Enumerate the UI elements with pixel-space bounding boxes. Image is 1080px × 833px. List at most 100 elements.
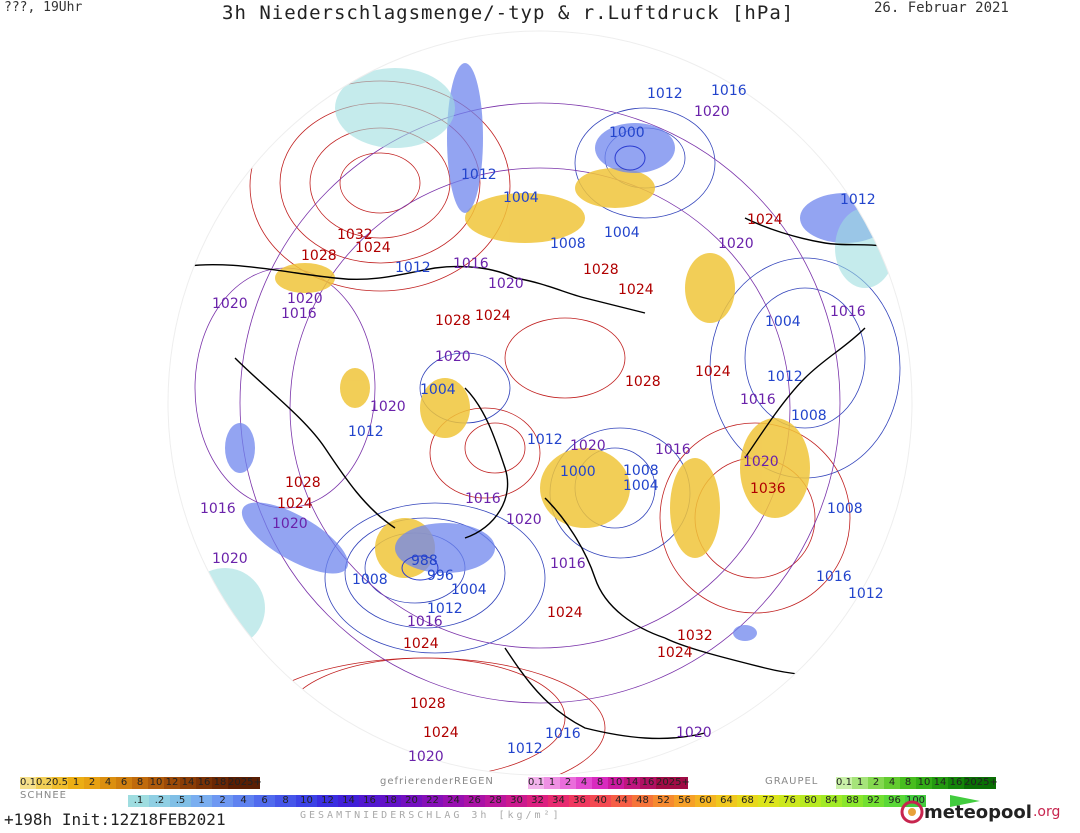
isobar-label: 1028	[625, 374, 661, 390]
isobar-label: 1004	[503, 190, 539, 206]
isobar-label: 1004	[623, 478, 659, 494]
legend-swatch: 4	[884, 777, 900, 789]
isobar-label: 1004	[451, 582, 487, 598]
legend-swatch: 26	[464, 795, 485, 807]
legend-swatch: 48	[632, 795, 653, 807]
isobar-label: 1008	[623, 463, 659, 479]
legend-swatch: 1	[191, 795, 212, 807]
isobar-label: 1012	[767, 369, 803, 385]
legend-swatch: 0.2	[36, 777, 52, 789]
isobar-label: 1008	[550, 236, 586, 252]
legend-swatch: 4	[576, 777, 592, 789]
legend-swatch: 8	[900, 777, 916, 789]
isobar-label: 1016	[453, 256, 489, 272]
legend-swatch: 8	[132, 777, 148, 789]
legend-swatch: 2025+	[964, 777, 998, 789]
legend-swatch: 30	[506, 795, 527, 807]
isobar-label: 1012	[507, 741, 543, 757]
isobar-label: 1016	[550, 556, 586, 572]
isobar-label: 1024	[618, 282, 654, 298]
legend-swatch: 20	[401, 795, 422, 807]
legend-swatch: 52	[653, 795, 674, 807]
isobar-label: 1016	[407, 614, 443, 630]
isobar-label: 1016	[465, 491, 501, 507]
isobar-label: 1028	[285, 475, 321, 491]
isobar-label: 1028	[435, 313, 471, 329]
legend-swatch: 60	[695, 795, 716, 807]
legend-swatch: 10	[608, 777, 624, 789]
isobar-label: 1012	[348, 424, 384, 440]
legend-swatch: 14	[338, 795, 359, 807]
legend-swatch: 6	[116, 777, 132, 789]
freezing-rain-legend-title: gefrierenderREGEN	[380, 776, 494, 787]
isobar-label: 1016	[545, 726, 581, 742]
isobar-label: 1024	[695, 364, 731, 380]
isobar-label: 1016	[830, 304, 866, 320]
isobar-label: 1024	[277, 496, 313, 512]
legend-swatch: .2	[149, 795, 170, 807]
isobar-label: 1020	[694, 104, 730, 120]
snow-areas	[275, 168, 810, 578]
legend-swatch: 34	[548, 795, 569, 807]
legend-swatch: 56	[674, 795, 695, 807]
legend-swatch: 2	[84, 777, 100, 789]
init-time: Init:12Z18FEB2021	[61, 810, 226, 829]
total-precip-legend: .1.2.5 1 2 4 6 8 10 12 14 16 18 20 22 24 26 28 30 32 34 36 4…	[128, 795, 926, 807]
isobar-label: 1016	[711, 83, 747, 99]
isobar-label: 1008	[352, 572, 388, 588]
isobar-label: 1024	[547, 605, 583, 621]
legend-swatch: 12	[164, 777, 180, 789]
legend-swatch: 10	[296, 795, 317, 807]
isobar-label: 1028	[410, 696, 446, 712]
legend-swatch: 0.1	[528, 777, 544, 789]
legend-swatch: 14	[932, 777, 948, 789]
total-precip-label: GESAMTNIEDERSCHLAG 3h [kg/m²]	[300, 810, 562, 821]
legend-swatch: 0.5	[52, 777, 68, 789]
legend-swatch: 16	[640, 777, 656, 789]
legend-swatch: 22	[422, 795, 443, 807]
isobar-label: 1000	[609, 125, 645, 141]
isobar-label: 1020	[272, 516, 308, 532]
isobar-label: 1020	[435, 349, 471, 365]
legend-swatch: 76	[779, 795, 800, 807]
isobar-label: 1024	[423, 725, 459, 741]
isobar-label: 1032	[337, 227, 373, 243]
legend-swatch: 36	[569, 795, 590, 807]
legend-swatch: 8	[275, 795, 296, 807]
isobar-label: 1020	[488, 276, 524, 292]
isobar-label: 1016	[200, 501, 236, 517]
isobar-label: 1028	[301, 248, 337, 264]
isobar-label: 1020	[676, 725, 712, 741]
legend-swatch: 2025+	[656, 777, 690, 789]
isobar-label: 1012	[840, 192, 876, 208]
isobar-label: 1016	[816, 569, 852, 585]
legend-swatch: 14	[624, 777, 640, 789]
valid-date: 26. Februar 2021	[874, 0, 1009, 16]
isobar-label: 996	[427, 568, 454, 584]
coastlines	[174, 217, 911, 740]
meteopool-logo[interactable]: meteopool .org	[900, 800, 1060, 824]
isobar-label: 1020	[506, 512, 542, 528]
isobar-label: 1020	[212, 296, 248, 312]
isobar-labels: 1032 1024 1028 1012 1016 1020 1020 1016 …	[200, 83, 884, 765]
isobar-label: 1028	[583, 262, 619, 278]
isobar-label: 1012	[395, 260, 431, 276]
isobar-label: 1020	[370, 399, 406, 415]
graupel-legend-title: GRAUPEL	[765, 776, 819, 787]
isobar-label: 1004	[420, 382, 456, 398]
legend-swatch: 2025+	[228, 777, 262, 789]
run-label: ???, 19Uhr	[4, 0, 83, 15]
isobar-label: 1012	[848, 586, 884, 602]
isobar-label: 1020	[408, 749, 444, 765]
legend-swatch: 4	[100, 777, 116, 789]
logo-tld: .org	[1032, 804, 1061, 820]
isobar-label: 1020	[718, 236, 754, 252]
logo-name: meteopool	[924, 801, 1032, 823]
legend-swatch: 80	[800, 795, 821, 807]
legend-swatch: 18	[380, 795, 401, 807]
legend-swatch: 0.1	[20, 777, 36, 789]
legend-swatch: 2	[212, 795, 233, 807]
legend-swatch: 1	[852, 777, 868, 789]
legend-swatch: 14	[180, 777, 196, 789]
legend-swatch: 2	[560, 777, 576, 789]
